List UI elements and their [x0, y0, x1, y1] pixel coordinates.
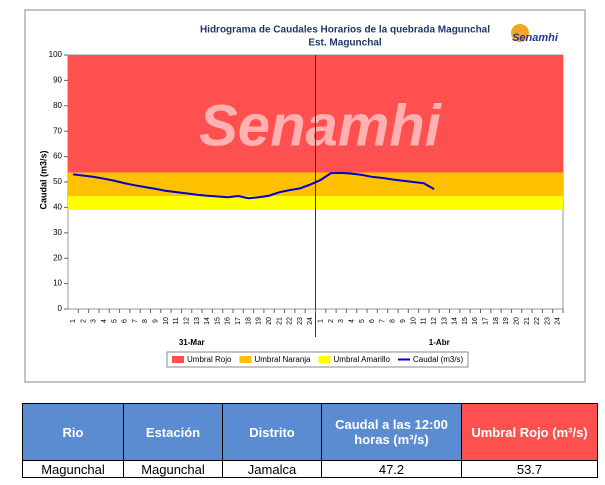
legend-label: Umbral Naranja — [254, 355, 311, 364]
cell: Magunchal — [22, 460, 124, 478]
legend-box — [166, 351, 469, 368]
line-series — [73, 171, 435, 200]
legend-swatch — [172, 356, 184, 363]
x-tick-label: 13 — [441, 317, 448, 325]
header-cell: Umbral Rojo (m³/s) — [461, 403, 598, 461]
legend-label: Umbral Amarillo — [334, 355, 391, 364]
x-tick-label: 9 — [400, 319, 407, 323]
y-tick-label: 80 — [53, 101, 62, 110]
x-tick-label: 9 — [153, 319, 160, 323]
legend-swatch — [318, 356, 331, 363]
x-tick-label: 21 — [276, 317, 283, 325]
x-tick-label: 17 — [483, 317, 490, 325]
y-tick-label: 50 — [53, 177, 62, 186]
x-tick-label: 24 — [555, 317, 562, 325]
data-row: Magunchal Magunchal Jamalca 47.2 53.7 — [22, 460, 598, 478]
chart: Hidrograma de Caudales Horarios de la qu… — [24, 9, 586, 383]
x-tick-label: 18 — [493, 317, 500, 325]
x-tick-label: 24 — [307, 317, 314, 325]
x-tick-label: 7 — [132, 319, 139, 323]
x-tick-label: 5 — [111, 319, 118, 323]
x-tick-label: 17 — [235, 317, 242, 325]
x-tick-label: 19 — [503, 317, 510, 325]
y-tick-label: 100 — [49, 50, 63, 59]
x-tick-label: 2 — [328, 319, 335, 323]
x-tick-label: 14 — [452, 317, 459, 325]
x-tick-label: 22 — [534, 317, 541, 325]
x-tick-label: 8 — [390, 319, 397, 323]
cell: Magunchal — [123, 460, 223, 478]
x-tick-label: 20 — [266, 317, 273, 325]
y-tick-label: 20 — [53, 253, 62, 262]
x-tick-label: 6 — [122, 319, 129, 323]
summary-table: Rio Estación Distrito Caudal a las 12:00… — [22, 403, 598, 478]
x-tick-label: 16 — [472, 317, 479, 325]
y-tick-label: 40 — [53, 203, 62, 212]
y-tick-label: 90 — [53, 76, 62, 85]
logo-sun — [511, 24, 529, 42]
x-tick-label: 21 — [524, 317, 531, 325]
x-tick-label: 8 — [142, 319, 149, 323]
x-tick-label: 22 — [287, 317, 294, 325]
x-tick-label: 11 — [421, 317, 428, 324]
x-tick-label: 3 — [338, 319, 345, 323]
x-tick-label: 10 — [163, 317, 170, 325]
header-cell: Caudal a las 12:00 horas (m³/s) — [321, 403, 462, 461]
logo-text: Senamhi — [512, 32, 559, 44]
header-cell: Rio — [22, 403, 124, 461]
x-tick-label: 23 — [297, 317, 304, 325]
header-row: Rio Estación Distrito Caudal a las 12:00… — [22, 403, 598, 461]
header-cell: Estación — [123, 403, 223, 461]
x-tick-label: 19 — [256, 317, 263, 325]
cell: 47.2 — [321, 460, 462, 478]
x-tick-label: 4 — [101, 319, 108, 323]
y-tick-label: 30 — [53, 228, 62, 237]
x-tick-label: 16 — [225, 317, 232, 325]
legend-label: Caudal (m3/s) — [413, 355, 464, 364]
cell: 53.7 — [461, 460, 598, 478]
chart-title: Hidrograma de Caudales Horarios de la qu… — [200, 25, 490, 36]
x-tick-label: 6 — [369, 319, 376, 323]
y-tick-label: 10 — [53, 279, 62, 288]
x-tick-label: 20 — [513, 317, 520, 325]
x-tick-label: 10 — [410, 317, 417, 325]
y-tick-label: 0 — [58, 304, 63, 313]
x-tick-label: 12 — [183, 317, 190, 325]
x-tick-label: 23 — [544, 317, 551, 325]
x-tick-label: 12 — [431, 317, 438, 325]
header-cell: Distrito — [222, 403, 322, 461]
x-tick-label: 3 — [91, 319, 98, 323]
x-tick-label: 5 — [359, 319, 366, 323]
cell: Jamalca — [222, 460, 322, 478]
y-tick-label: 70 — [53, 126, 62, 135]
legend-swatch — [239, 356, 252, 363]
chart-subtitle: Est. Magunchal — [308, 38, 382, 49]
x-tick-label: 1 — [70, 319, 77, 323]
x-tick-label: 18 — [245, 317, 252, 325]
day-label: 31-Mar — [179, 338, 205, 347]
x-tick-label: 14 — [204, 317, 211, 325]
x-tick-label: 7 — [379, 319, 386, 323]
y-tick-label: 60 — [53, 152, 62, 161]
day-label: 1-Abr — [429, 338, 450, 347]
x-tick-label: 15 — [214, 317, 221, 325]
watermark: Senamhi — [199, 93, 443, 158]
x-tick-label: 11 — [173, 317, 180, 324]
y-axis-label: Caudal (m3/s) — [38, 150, 48, 209]
x-tick-label: 15 — [462, 317, 469, 325]
x-tick-label: 4 — [348, 319, 355, 323]
x-tick-label: 2 — [80, 319, 87, 323]
legend-label: Umbral Rojo — [187, 355, 232, 364]
x-tick-label: 13 — [194, 317, 201, 325]
x-tick-label: 1 — [318, 319, 325, 323]
